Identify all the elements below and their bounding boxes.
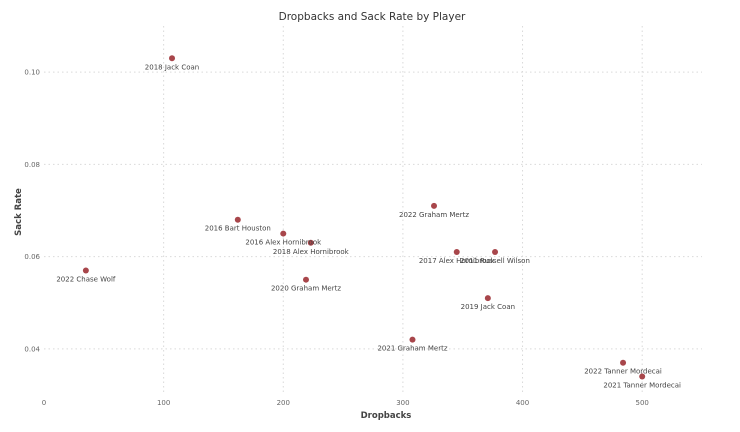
data-point [492, 249, 499, 256]
point-label: 2022 Graham Mertz [399, 211, 469, 219]
x-tick-label: 500 [635, 399, 648, 407]
data-point [82, 267, 89, 274]
y-tick-label: 0.04 [24, 345, 40, 353]
data-point [453, 249, 460, 256]
data-point [169, 55, 176, 62]
point-label: 2022 Chase Wolf [56, 275, 116, 283]
data-point [620, 359, 627, 366]
axis-ticks: 0 100 200 300 400 500 0.04 0.06 0.08 0.10 [24, 69, 648, 407]
point-label: 2021 Tanner Mordecai [603, 382, 681, 390]
point-label: 2018 Alex Hornibrook [273, 248, 350, 256]
data-point [639, 373, 646, 380]
point-labels: 2018 Jack Coan 2016 Bart Houston 2016 Alex… [56, 63, 681, 389]
chart-title: Dropbacks and Sack Rate by Player [279, 11, 466, 23]
x-tick-label: 0 [42, 399, 46, 407]
data-point [307, 239, 314, 246]
point-label: 2018 Jack Coan [145, 63, 199, 71]
x-tick-label: 300 [396, 399, 409, 407]
data-point [280, 230, 287, 237]
x-tick-label: 400 [516, 399, 529, 407]
x-tick-label: 200 [277, 399, 290, 407]
x-tick-label: 100 [157, 399, 170, 407]
y-tick-label: 0.06 [24, 253, 40, 261]
point-label: 2017 Alex Hornibrook [419, 257, 496, 265]
data-point [431, 202, 438, 209]
data-point [303, 276, 310, 283]
y-tick-label: 0.08 [24, 161, 40, 169]
data-point [409, 336, 416, 343]
data-point [484, 295, 491, 302]
point-label: 2011 Russell Wilson [460, 257, 530, 265]
y-tick-label: 0.10 [24, 69, 40, 77]
point-label: 2020 Graham Mertz [271, 285, 341, 293]
x-axis-label: Dropbacks [361, 411, 412, 421]
data-points [82, 55, 646, 380]
data-point [234, 216, 241, 223]
point-label: 2016 Alex Hornibrook [245, 239, 322, 247]
point-label: 2021 Graham Mertz [377, 345, 447, 353]
point-label: 2022 Tanner Mordecai [584, 368, 662, 376]
grid [44, 26, 702, 395]
y-axis-label: Sack Rate [14, 188, 24, 236]
point-label: 2019 Jack Coan [461, 303, 515, 311]
point-label: 2016 Bart Houston [205, 225, 271, 233]
